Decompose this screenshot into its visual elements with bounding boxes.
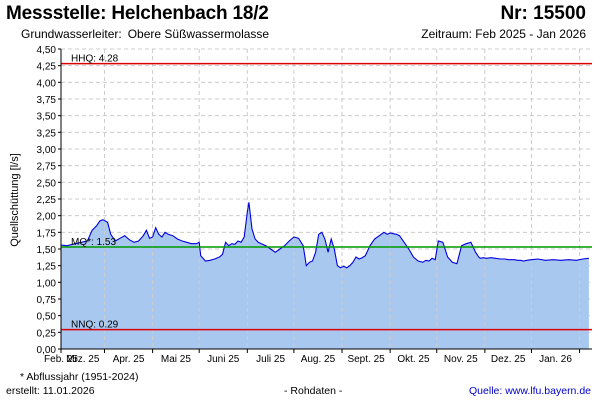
station-number: Nr: 15500 — [500, 3, 586, 24]
y-tick-label: 2,50 — [37, 178, 57, 189]
x-tick-label: Apr. 25 — [113, 354, 145, 365]
y-tick-label: 1,00 — [37, 278, 57, 289]
x-tick-label: Nov. 25 — [444, 354, 478, 365]
y-tick-label: 4,50 — [37, 45, 57, 56]
source-link[interactable]: Quelle: www.lfu.bayern.de — [469, 385, 591, 397]
aquifer-label: Grundwasserleiter: — [21, 27, 122, 41]
discharge-area — [61, 202, 589, 349]
x-tick-label: Aug. 25 — [301, 354, 336, 365]
hhq-label: HHQ: 4.28 — [71, 54, 119, 65]
y-tick-label: 1,25 — [37, 262, 57, 273]
x-tick-label: Okt. 25 — [397, 354, 430, 365]
y-tick-label: 2,00 — [37, 212, 57, 223]
aquifer-value: Obere Süßwassermolasse — [127, 27, 270, 41]
y-tick-label: 0,75 — [37, 295, 57, 306]
x-tick-label: Sept. 25 — [347, 354, 385, 365]
x-tick-label: Juni 25 — [207, 354, 240, 365]
axes: 0,00 0,25 0,50 0,75 1,00 1,25 1,50 1,75 2,00 2,25… — [37, 45, 592, 365]
raw-data-label: - Rohdaten - — [284, 385, 343, 397]
x-tick-label: Dez. 25 — [491, 354, 526, 365]
nnq-label: NNQ: 0.29 — [71, 320, 119, 331]
x-tick-label: Jan. 26 — [539, 354, 572, 365]
y-tick-label: 4,25 — [37, 62, 57, 73]
y-tick-label: 1,50 — [37, 245, 57, 256]
discharge-line — [60, 202, 589, 269]
y-tick-label: 0,25 — [37, 328, 57, 339]
x-tick-label: Mrz. 25 — [66, 354, 100, 365]
aquifer-line: Grundwasserleiter: Obere Süßwassermolasse — [21, 27, 269, 41]
y-tick-label: 3,50 — [37, 112, 57, 123]
y-tick-label: 1,75 — [37, 228, 57, 239]
y-tick-label: 3,75 — [37, 95, 57, 106]
x-tick-label: Juli 25 — [256, 354, 285, 365]
footnote-discharge-year: * Abflussjahr (1951-2024) — [20, 371, 139, 383]
data-layer — [60, 49, 589, 349]
reference-lines: HHQ: 4.28 MQ*: 1.53 NNQ: 0.29 — [61, 54, 592, 331]
mq-label: MQ*: 1.53 — [71, 237, 116, 248]
x-tick-label: Feb. 25 — [44, 354, 78, 365]
y-tick-label: 3,00 — [37, 145, 57, 156]
y-tick-label: 0,50 — [37, 312, 57, 323]
period-label: Zeitraum: Feb 2025 - Jan 2026 — [421, 27, 586, 41]
y-tick-label: 2,25 — [37, 195, 57, 206]
station-title: Messstelle: Helchenbach 18/2 — [6, 3, 269, 24]
y-tick-label: 0,00 — [37, 345, 57, 356]
y-tick-label: 4,00 — [37, 78, 57, 89]
y-tick-label: 3,25 — [37, 128, 57, 139]
created-date: erstellt: 11.01.2026 — [6, 385, 95, 397]
y-tick-label: 2,75 — [37, 162, 57, 173]
x-tick-label: Mai 25 — [161, 354, 191, 365]
